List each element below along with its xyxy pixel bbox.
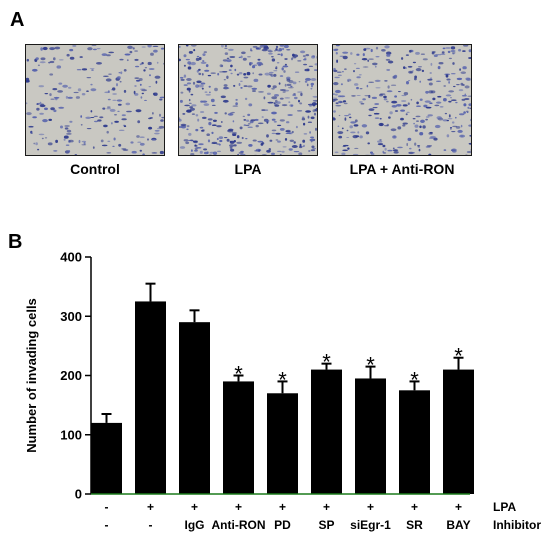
- lpa-row-label: +: [191, 500, 198, 514]
- lpa-row-label: +: [323, 500, 330, 514]
- bar: [399, 390, 430, 494]
- micrograph-lpa-anti-ron-image: [333, 45, 471, 155]
- lpa-row-label: +: [279, 500, 286, 514]
- cell-cluster: [179, 45, 317, 155]
- significance-marker: *: [410, 367, 419, 392]
- bar: [135, 301, 166, 494]
- bar: [443, 369, 474, 494]
- cell-cluster: [333, 45, 471, 155]
- y-tick-label: 0: [75, 487, 82, 502]
- lpa-row-label: -: [105, 500, 109, 514]
- cell-cluster: [26, 45, 164, 155]
- significance-marker: *: [366, 353, 375, 378]
- bar: [223, 381, 254, 494]
- micrograph-control-image: [26, 45, 164, 155]
- lpa-row-label: +: [235, 500, 242, 514]
- lpa-row-label: +: [147, 500, 154, 514]
- inhibitor-row-name: Inhibitor: [493, 518, 541, 532]
- bar: [91, 422, 122, 494]
- bar: [311, 369, 342, 494]
- lpa-row-label: +: [455, 500, 462, 514]
- inhibitor-row-label: IgG: [185, 518, 205, 532]
- significance-marker: *: [278, 367, 287, 392]
- micrograph-lpa: [178, 44, 318, 156]
- bar: [179, 322, 210, 494]
- bar-chart: 0 100 200 300 400 Number of invading cells * * *…: [24, 250, 541, 533]
- inhibitor-row-label: PD: [274, 518, 291, 532]
- micrograph-lpa-anti-ron: [332, 44, 472, 156]
- y-tick-label: 400: [60, 250, 82, 265]
- y-axis-label: Number of invading cells: [24, 298, 39, 453]
- bar: [355, 378, 386, 494]
- micrograph-caption-lpa: LPA: [234, 161, 262, 177]
- inhibitor-row-label: BAY: [446, 518, 470, 532]
- micrograph-control: [25, 44, 165, 156]
- inhibitor-row-label: -: [105, 518, 109, 532]
- y-tick-label: 200: [60, 368, 82, 383]
- panel-b-label: B: [8, 231, 23, 253]
- y-tick-label: 100: [60, 427, 82, 442]
- lpa-row-name: LPA: [493, 500, 516, 514]
- micrograph-caption-lpa-anti-ron: LPA + Anti-RON: [349, 161, 455, 177]
- y-tick-label: 300: [60, 309, 82, 324]
- inhibitor-row-label: SP: [318, 518, 334, 532]
- inhibitor-row-label: SR: [406, 518, 423, 532]
- lpa-row-label: +: [411, 500, 418, 514]
- significance-marker: *: [234, 362, 243, 387]
- inhibitor-row-label: Anti-RON: [212, 518, 266, 532]
- inhibitor-row-label: siEgr-1: [350, 518, 391, 532]
- micrograph-background: [179, 45, 317, 155]
- significance-marker: *: [322, 350, 331, 375]
- inhibitor-row-label: -: [149, 518, 153, 532]
- micrograph-lpa-image: [179, 45, 317, 155]
- significance-marker: *: [454, 344, 463, 369]
- panel-a-label: A: [10, 9, 25, 31]
- lpa-row-label: +: [367, 500, 374, 514]
- micrograph-caption-control: Control: [70, 161, 120, 177]
- bar: [267, 393, 298, 494]
